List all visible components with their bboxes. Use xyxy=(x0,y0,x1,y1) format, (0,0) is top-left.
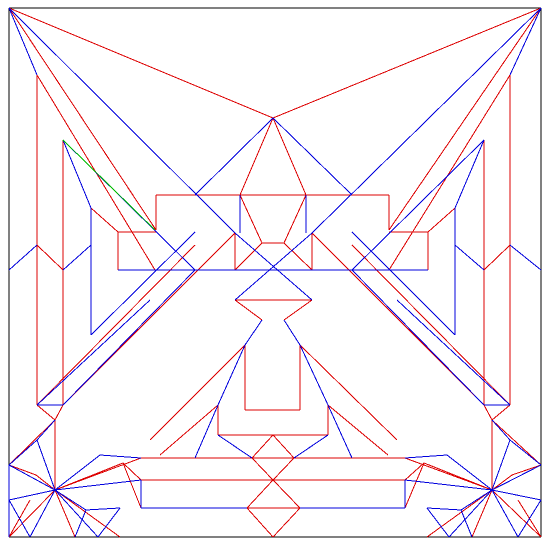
valley-crease-72 xyxy=(405,455,447,458)
mountain-crease-77 xyxy=(150,345,245,440)
mountain-crease-76 xyxy=(160,405,218,455)
valley-crease-45 xyxy=(30,490,55,537)
valley-crease-34 xyxy=(195,405,218,458)
mountain-crease-54 xyxy=(252,435,273,458)
valley-crease-71 xyxy=(447,455,492,490)
valley-crease-21 xyxy=(91,232,195,335)
mountain-crease-85 xyxy=(405,463,424,508)
mountain-crease-73 xyxy=(9,465,36,475)
valley-crease-3 xyxy=(9,8,235,233)
mountain-crease-69 xyxy=(123,463,141,508)
valley-crease-16 xyxy=(9,245,37,270)
valley-crease-51 xyxy=(9,440,37,465)
mountain-crease-81 xyxy=(492,420,541,465)
mountain-crease-42 xyxy=(284,300,312,320)
auxiliary-line-group xyxy=(63,140,155,230)
mountain-crease-70 xyxy=(9,490,55,537)
valley-crease-35 xyxy=(328,405,352,458)
valley-crease-28 xyxy=(352,140,484,270)
valley-crease-66 xyxy=(427,508,461,510)
valley-crease-17 xyxy=(63,245,91,270)
valley-crease-12 xyxy=(245,320,262,345)
valley-crease-38 xyxy=(218,435,252,458)
valley-crease-60 xyxy=(492,490,541,500)
mountain-crease-62 xyxy=(37,405,55,420)
valley-crease-42 xyxy=(9,465,55,490)
valley-crease-14 xyxy=(63,140,91,208)
mountain-crease-1 xyxy=(9,8,273,118)
mountain-crease-31 xyxy=(428,208,455,232)
valley-crease-22 xyxy=(37,300,150,405)
valley-crease-29 xyxy=(352,270,484,405)
valley-crease-57 xyxy=(100,455,141,458)
valley-crease-70 xyxy=(427,508,449,537)
valley-crease-61 xyxy=(492,490,518,537)
valley-crease-25 xyxy=(510,245,541,270)
mountain-crease-26 xyxy=(91,208,118,232)
valley-crease-68 xyxy=(492,420,510,440)
valley-crease-20 xyxy=(63,270,195,405)
mountain-crease-57 xyxy=(273,458,294,480)
mountain-crease-55 xyxy=(273,435,294,458)
mountain-crease-2 xyxy=(273,8,541,118)
valley-crease-53 xyxy=(37,420,55,440)
mountain-crease-33 xyxy=(352,245,510,405)
auxiliary-crease-1 xyxy=(63,140,155,230)
valley-crease-67 xyxy=(510,440,541,465)
mountain-crease-79 xyxy=(484,405,492,420)
mountain-crease-41 xyxy=(235,300,262,320)
mountain-crease-89 xyxy=(512,465,541,475)
mountain-crease-86 xyxy=(492,490,541,537)
valley-crease-2 xyxy=(510,8,541,75)
valley-crease-26 xyxy=(455,245,484,270)
valley-crease-23 xyxy=(455,140,484,208)
mountain-crease-56 xyxy=(252,458,273,480)
valley-crease-33 xyxy=(300,345,328,405)
valley-crease-6 xyxy=(273,118,352,195)
mountain-crease-28 xyxy=(37,245,195,405)
mountain-crease-3 xyxy=(9,8,156,230)
mountain-crease-22 xyxy=(37,245,63,270)
valley-crease-13 xyxy=(284,320,300,345)
valley-crease-32 xyxy=(218,345,245,405)
valley-crease-5 xyxy=(195,118,273,195)
mountain-crease-40 xyxy=(284,243,312,270)
mountain-crease-5 xyxy=(240,118,273,195)
mountain-crease-68 xyxy=(123,463,141,480)
valley-crease-62 xyxy=(449,490,492,537)
mountain-crease-93 xyxy=(300,345,397,440)
mountain-crease-60 xyxy=(247,508,273,537)
mountain-crease-7 xyxy=(240,195,262,243)
mountain-crease-58 xyxy=(247,480,273,508)
valley-crease-56 xyxy=(55,455,100,490)
mountain-crease-84 xyxy=(405,463,424,480)
valley-crease-55 xyxy=(98,508,120,537)
valley-crease-44 xyxy=(9,490,55,500)
valley-crease-46 xyxy=(55,490,98,537)
mountain-crease-92 xyxy=(328,405,388,455)
mountain-crease-78 xyxy=(492,405,510,420)
valley-crease-50 xyxy=(86,508,120,510)
mountain-crease-24 xyxy=(484,245,510,270)
mountain-crease-8 xyxy=(284,195,306,243)
valley-crease-4 xyxy=(312,8,541,233)
mountain-crease-39 xyxy=(235,243,262,270)
mountain-crease-63 xyxy=(55,405,63,420)
valley-crease-31 xyxy=(397,300,510,405)
mountain-crease-4 xyxy=(389,8,541,230)
valley-crease-39 xyxy=(294,435,328,458)
mountain-crease-30 xyxy=(389,75,510,270)
mountain-crease-61 xyxy=(273,508,300,537)
mountain-crease-6 xyxy=(273,118,306,195)
mountain-crease-59 xyxy=(273,480,300,508)
